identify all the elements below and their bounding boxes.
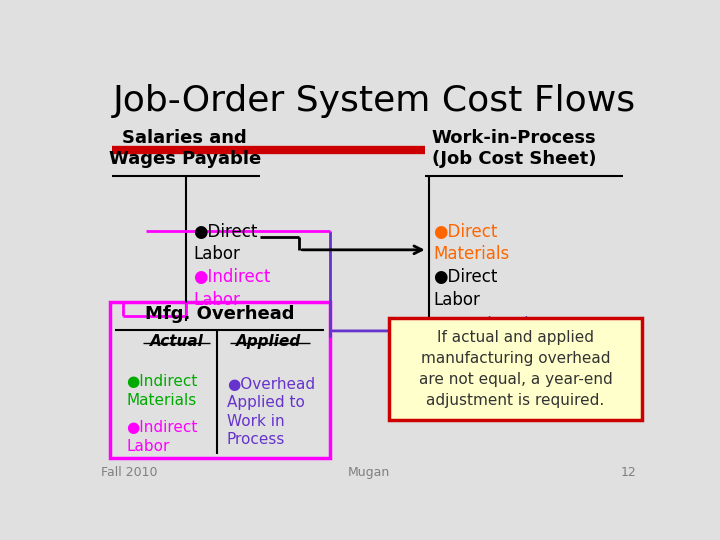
Text: ●Direct
Labor: ●Direct Labor (193, 222, 258, 263)
Text: ●Overhead
Applied: ●Overhead Applied (433, 316, 528, 356)
Text: Mugan: Mugan (348, 465, 390, 478)
Text: ●Indirect
Labor: ●Indirect Labor (126, 420, 198, 454)
Text: Applied: Applied (236, 334, 301, 349)
Text: Work-in-Process
(Job Cost Sheet): Work-in-Process (Job Cost Sheet) (432, 129, 596, 168)
Text: ●Direct
Materials: ●Direct Materials (433, 222, 510, 263)
Text: Salaries and
Wages Payable: Salaries and Wages Payable (109, 129, 261, 168)
FancyBboxPatch shape (389, 319, 642, 420)
Text: Fall 2010: Fall 2010 (101, 465, 158, 478)
Text: ●Direct
Labor: ●Direct Labor (433, 268, 498, 308)
Text: ●Overhead
Applied to
Work in
Process: ●Overhead Applied to Work in Process (227, 376, 315, 448)
Text: Actual: Actual (150, 334, 204, 349)
Text: If actual and applied
manufacturing overhead
are not equal, a year-end
adjustmen: If actual and applied manufacturing over… (418, 330, 612, 408)
Text: 12: 12 (621, 465, 637, 478)
Text: Mfg. Overhead: Mfg. Overhead (145, 305, 294, 323)
Text: Job-Order System Cost Flows: Job-Order System Cost Flows (112, 84, 636, 118)
Text: ●Indirect
Labor: ●Indirect Labor (193, 268, 271, 308)
Text: ●Indirect
Materials: ●Indirect Materials (126, 374, 198, 408)
